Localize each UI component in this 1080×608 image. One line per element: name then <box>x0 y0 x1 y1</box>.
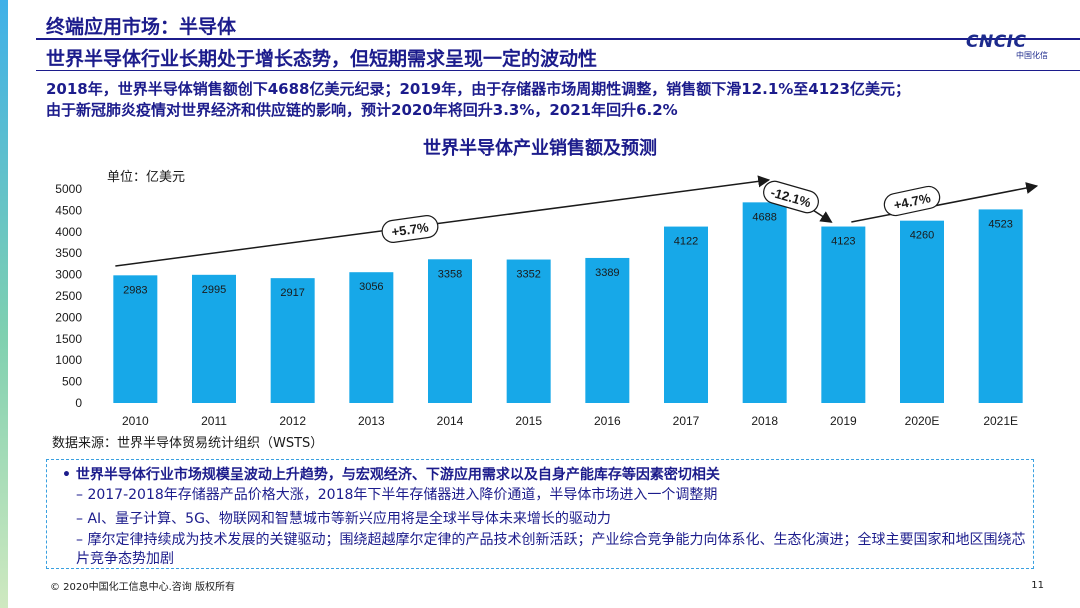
y-tick-label: 1000 <box>55 353 82 367</box>
bar-2016 <box>585 257 630 403</box>
subtitle-divider <box>36 70 1080 71</box>
y-tick-label: 3000 <box>55 268 82 282</box>
notes-box <box>46 459 1034 569</box>
chart-title: 世界半导体产业销售额及预测 <box>423 138 657 159</box>
bar-2013 <box>349 272 394 403</box>
summary-text: 2018年，世界半导体销售额创下4688亿美元纪录；2019年，由于存储器市场周… <box>46 79 1066 121</box>
x-tick-label: 2010 <box>122 414 149 428</box>
annotation-pill <box>763 180 819 214</box>
bar-2020E <box>900 220 944 403</box>
summary-line-1: 2018年，世界半导体销售额创下4688亿美元纪录；2019年，由于存储器市场周… <box>46 80 911 98</box>
bar-2021E <box>978 209 1023 403</box>
y-tick-label: 4500 <box>55 203 82 217</box>
x-tick-label: 2012 <box>279 414 306 428</box>
x-tick-label: 2011 <box>201 414 227 428</box>
summary-line-2: 由于新冠肺炎疫情对世界经济和供应链的影响，预计2020年将回升3.3%，2021… <box>46 101 678 119</box>
bar-value-label: 4260 <box>910 230 934 242</box>
bar-2014 <box>428 259 472 403</box>
page-number: 11 <box>1031 580 1044 591</box>
y-tick-label: 2000 <box>55 310 82 324</box>
bar-2010 <box>113 275 158 403</box>
annotation-pill <box>883 185 941 217</box>
bar-value-label: 2983 <box>123 284 147 296</box>
bar-2018 <box>742 202 787 403</box>
bar-value-label: 2995 <box>202 284 226 296</box>
x-tick-label: 2017 <box>673 414 700 428</box>
trend-annotation: +4.7% <box>883 185 941 217</box>
logo-subtext: 中国化信 <box>1016 51 1048 60</box>
bar-value-label: 3352 <box>516 269 540 281</box>
page-subtitle: 世界半导体行业长期处于增长态势，但短期需求呈现一定的波动性 <box>46 48 598 70</box>
y-tick-label: 0 <box>75 396 82 410</box>
y-tick-label: 2500 <box>55 289 82 303</box>
bar-2012 <box>270 278 315 403</box>
x-tick-label: 2013 <box>358 414 385 428</box>
bar-2019 <box>821 226 866 403</box>
x-tick-label: 2020E <box>905 414 940 428</box>
annotation-pill <box>381 215 439 243</box>
y-tick-label: 5000 <box>55 182 82 196</box>
annotation-label: +5.7% <box>391 219 430 239</box>
bar-2017 <box>664 226 708 403</box>
notes-main-bullet: • 世界半导体行业市场规模呈波动上升趋势，与宏观经济、下游应用需求以及自身产能库… <box>62 467 720 483</box>
notes-item-1: – 2017-2018年存储器产品价格大涨，2018年下半年存储器进入降价通道，… <box>76 487 718 503</box>
bar-value-label: 2917 <box>280 287 304 299</box>
bar-2011 <box>192 274 236 403</box>
trend-arrow <box>851 182 1039 223</box>
left-accent-bar <box>0 0 8 608</box>
y-tick-label: 3500 <box>55 246 82 260</box>
bar-value-label: 3389 <box>595 267 619 279</box>
page-title: 终端应用市场：半导体 <box>46 16 237 38</box>
trend-arrow <box>115 175 771 267</box>
bar-value-label: 4122 <box>674 236 698 248</box>
notes-item-3: – 摩尔定律持续成为技术发展的关键驱动；围绕超越摩尔定律的产品技术创新活跃；产业… <box>76 532 1026 567</box>
y-tick-label: 500 <box>62 375 82 389</box>
header-divider <box>36 38 1080 40</box>
x-tick-label: 2015 <box>515 414 542 428</box>
trend-annotation: +5.7% <box>381 215 439 243</box>
copyright: © 2020中国化工信息中心.咨询 版权所有 <box>50 582 235 593</box>
notes-item-2: – AI、量子计算、5G、物联网和智慧城市等新兴应用将是全球半导体未来增长的驱动… <box>76 511 611 527</box>
bar-value-label: 3056 <box>359 281 383 293</box>
bar-value-label: 4123 <box>831 236 855 248</box>
bar-value-label: 3358 <box>438 268 462 280</box>
chart-unit-label: 单位：亿美元 <box>107 170 186 185</box>
bar-value-label: 4523 <box>988 218 1012 230</box>
y-tick-label: 4000 <box>55 225 82 239</box>
sales-bar-chart: 0 500 1000 1500 2000 2500 3000 3500 4000 4500 5000… <box>55 175 1039 428</box>
bar-value-label: 4688 <box>752 211 776 223</box>
x-tick-label: 2021E <box>983 414 1018 428</box>
cncic-logo: CNCIC 中国化信 <box>966 28 1056 60</box>
x-tick-label: 2016 <box>594 414 621 428</box>
x-tick-label: 2019 <box>830 414 857 428</box>
x-tick-label: 2018 <box>751 414 778 428</box>
bar-2015 <box>506 259 551 403</box>
logo-text: CNCIC <box>966 32 1027 52</box>
x-tick-label: 2014 <box>437 414 464 428</box>
data-source: 数据来源：世界半导体贸易统计组织（WSTS） <box>52 436 324 451</box>
y-tick-label: 1500 <box>55 332 82 346</box>
